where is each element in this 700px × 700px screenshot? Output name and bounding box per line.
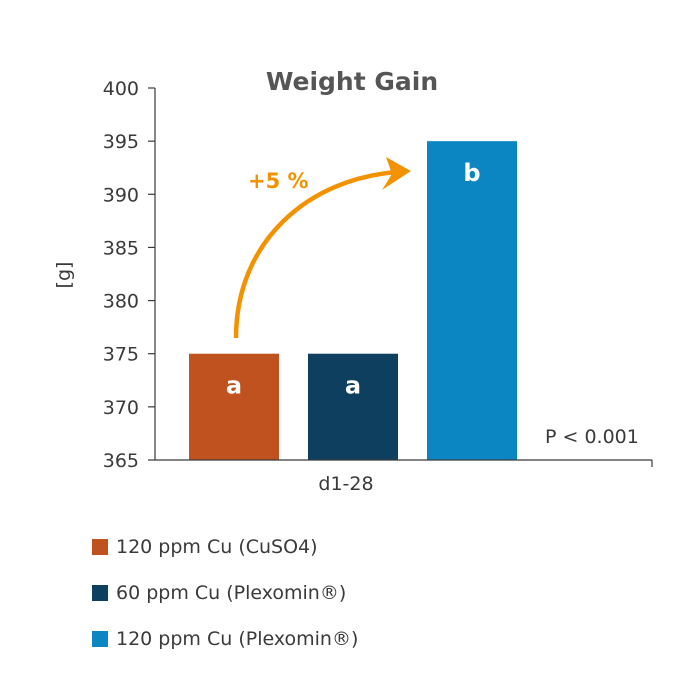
legend-label: 60 ppm Cu (Plexomin®) — [116, 582, 347, 604]
y-axis-label: [g] — [53, 262, 75, 289]
y-tick-label: 375 — [103, 344, 139, 366]
legend-swatch — [92, 539, 108, 555]
bar — [189, 353, 279, 460]
bar-significance-letter: a — [226, 372, 242, 400]
increase-arrow — [233, 169, 399, 339]
y-tick-label: 395 — [103, 131, 139, 153]
p-value-label: P < 0.001 — [545, 426, 639, 448]
bars-group: a a b — [189, 141, 517, 460]
legend-item: 120 ppm Cu (CuSO4) — [92, 524, 358, 570]
y-tick-label: 385 — [103, 237, 139, 259]
legend-swatch — [92, 631, 108, 647]
x-tick-label: d1-28 — [318, 473, 373, 495]
increase-label: +5 % — [248, 169, 309, 193]
legend-label: 120 ppm Cu (Plexomin®) — [116, 628, 359, 650]
bar — [308, 353, 398, 460]
y-tick-label: 400 — [103, 78, 139, 100]
y-axis-ticks: 365 370 375 380 385 390 395 400 — [103, 78, 155, 472]
chart-title: Weight Gain — [266, 67, 438, 96]
y-tick-label: 365 — [103, 450, 139, 472]
legend-item: 60 ppm Cu (Plexomin®) — [92, 570, 358, 616]
bar-significance-letter: a — [345, 372, 361, 400]
y-tick-label: 370 — [103, 397, 139, 419]
y-tick-label: 380 — [103, 291, 139, 313]
legend-swatch — [92, 585, 108, 601]
y-tick-label: 390 — [103, 184, 139, 206]
bar-significance-letter: b — [463, 159, 480, 187]
legend-item: 120 ppm Cu (Plexomin®) — [92, 616, 358, 662]
increase-arrow-head — [382, 157, 411, 190]
legend-label: 120 ppm Cu (CuSO4) — [116, 536, 318, 558]
legend: 120 ppm Cu (CuSO4) 60 ppm Cu (Plexomin®)… — [92, 524, 358, 662]
bar — [427, 141, 517, 460]
